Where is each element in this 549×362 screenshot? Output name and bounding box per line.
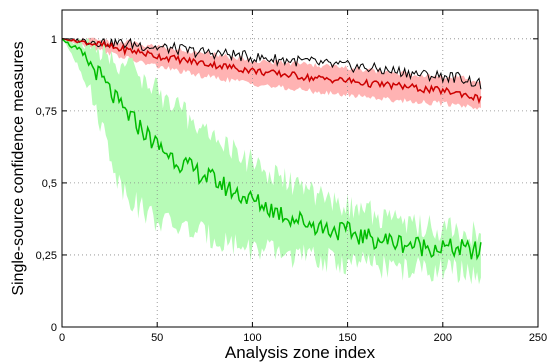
series-line-2 [61,38,482,261]
x-tick-label-2: 100 [243,332,261,344]
series-line-0 [61,37,482,90]
y-tick-label-3: 0,75 [36,106,57,118]
y-tick-label-4: 1 [51,34,57,46]
y-tick-label-2: 0,5 [42,178,57,190]
series-band-1 [62,37,481,110]
x-tick-label-0: 0 [59,332,65,344]
y-tick-label-1: 0,25 [36,250,57,262]
y-tick-label-0: 0 [51,322,57,334]
x-axis-title: Analysis zone index [225,343,376,362]
confidence-bands [62,37,481,285]
series-band-2 [62,38,481,285]
axis-ticks: 0 50 100 150 200 250 0 0,25 0,5 0,75 1 [36,10,547,344]
x-tick-label-1: 50 [151,332,163,344]
series-lines [61,37,482,261]
x-tick-label-4: 200 [434,332,452,344]
x-tick-label-3: 150 [338,332,356,344]
x-tick-label-5: 250 [529,332,547,344]
series-line-1 [61,38,482,105]
y-axis-title: Single-source confidence measures [10,41,27,295]
plot-frame [61,9,539,328]
